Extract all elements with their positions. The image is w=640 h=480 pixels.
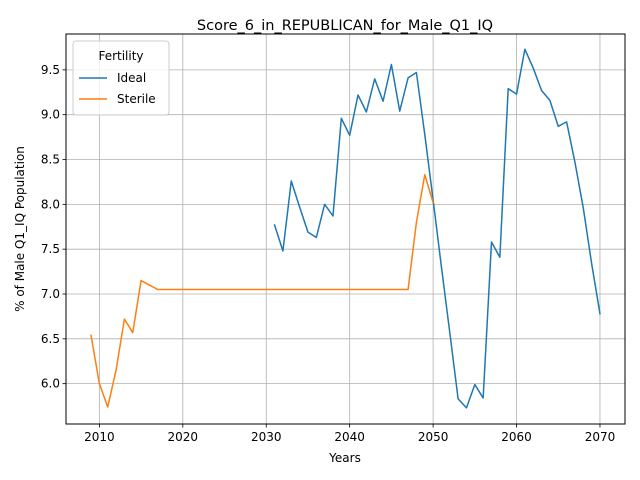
x-tick-label: 2020 <box>168 430 199 444</box>
y-tick-label: 6.0 <box>41 377 60 391</box>
series-line-sterile <box>90 174 435 408</box>
y-tick-label: 7.5 <box>41 242 60 256</box>
x-tick-label: 2050 <box>418 430 449 444</box>
x-tick-label: 2060 <box>501 430 532 444</box>
x-axis-ticks: 2010 2020 2030 2040 2050 2060 2070 <box>84 424 615 444</box>
x-tick-label: 2070 <box>585 430 616 444</box>
series-line-ideal <box>273 48 601 409</box>
legend-box <box>72 40 170 116</box>
x-tick-label: 2010 <box>84 430 115 444</box>
plot-frame <box>65 33 626 425</box>
legend-label-ideal: Ideal <box>117 71 146 85</box>
x-axis-label: Years <box>328 451 361 465</box>
series-layer <box>90 48 601 409</box>
y-tick-label: 9.5 <box>41 63 60 77</box>
y-axis-ticks: 6.0 6.5 7.0 7.5 8.0 8.5 9.0 9.5 <box>41 63 66 391</box>
x-tick-label: 2040 <box>334 430 365 444</box>
legend-title: Fertility <box>98 49 143 63</box>
grid-lines <box>66 34 625 424</box>
x-tick-label: 2030 <box>251 430 282 444</box>
y-tick-label: 7.0 <box>41 287 60 301</box>
y-tick-label: 8.5 <box>41 153 60 167</box>
y-tick-label: 8.0 <box>41 197 60 211</box>
chart-title: Score_6_in_REPUBLICAN_for_Male_Q1_IQ <box>197 18 493 34</box>
legend: Fertility Ideal Sterile <box>72 40 170 116</box>
y-tick-label: 9.0 <box>41 108 60 122</box>
legend-label-sterile: Sterile <box>117 92 156 106</box>
y-tick-label: 6.5 <box>41 332 60 346</box>
y-axis-label: % of Male Q1_IQ Population <box>13 146 27 312</box>
